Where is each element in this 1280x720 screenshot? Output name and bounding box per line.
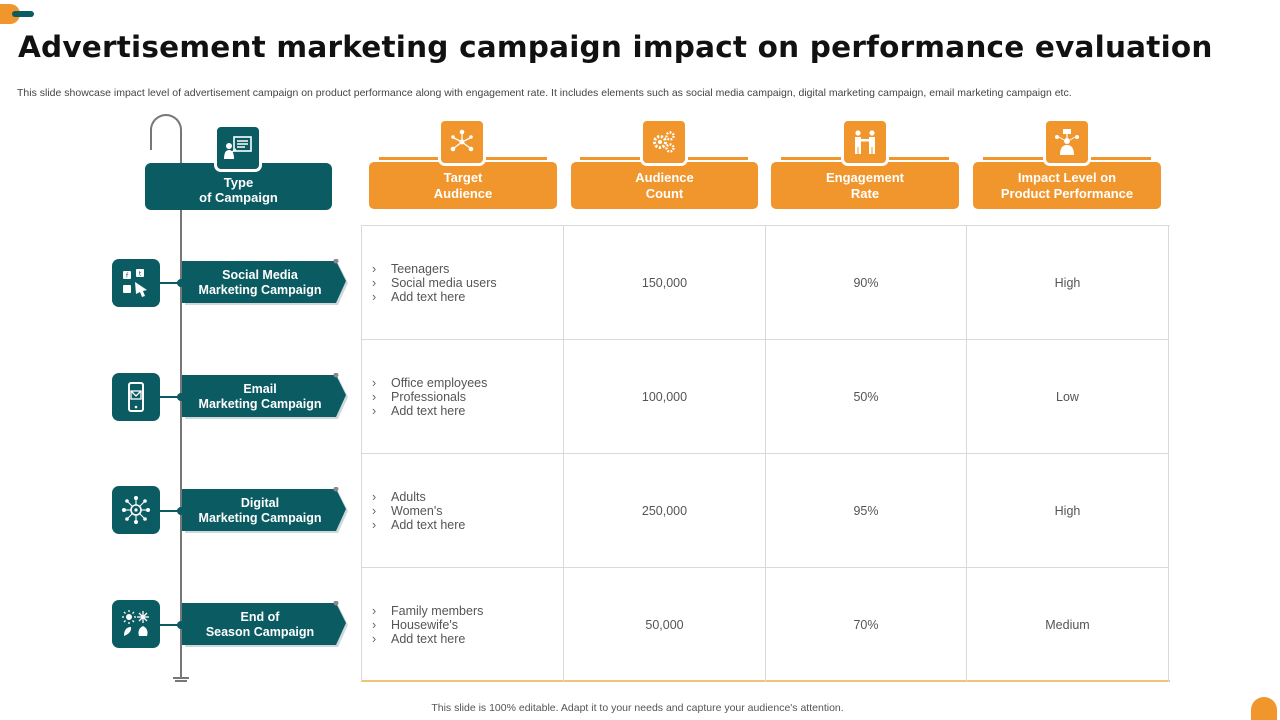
audience-item: Professionals: [372, 390, 487, 404]
audience-item: Housewife's: [372, 618, 483, 632]
footer-text: This slide is 100% editable. Adapt it to…: [431, 702, 844, 714]
corner-decoration: [0, 4, 20, 24]
svg-text:t: t: [139, 271, 142, 278]
campaign-label: Digital Marketing Campaign: [182, 489, 338, 533]
timeline-dot: [177, 507, 185, 515]
audience-count-cell: 250,000: [564, 454, 766, 568]
campaign-label-line: Marketing Campaign: [198, 397, 322, 411]
impact-level-cell: Low: [967, 340, 1169, 454]
page-subtitle: This slide showcase impact level of adve…: [17, 87, 1072, 99]
campaign-label: End of Season Campaign: [182, 603, 338, 647]
header-impact-level: Impact Level on Product Performance: [973, 162, 1161, 209]
campaign-label-line: End of: [240, 610, 280, 624]
header-line: Impact Level on: [1017, 170, 1117, 185]
campaign-table: Teenagers Social media users Add text he…: [361, 225, 1170, 682]
campaign-label: Email Marketing Campaign: [182, 375, 338, 419]
target-audience-cell: Adults Women's Add text here: [362, 454, 564, 568]
header-target-audience: Target Audience: [369, 162, 557, 209]
network-icon: [438, 118, 486, 166]
header-line: Target: [443, 170, 483, 185]
timeline-arc: [150, 114, 182, 150]
campaign-label-line: Season Campaign: [205, 625, 315, 639]
timeline-dot: [177, 279, 185, 287]
svg-text:f: f: [126, 273, 129, 280]
engagement-rate-cell: 95%: [766, 454, 967, 568]
audience-item: Teenagers: [372, 262, 497, 276]
campaign-label-line: Marketing Campaign: [198, 511, 322, 525]
target-audience-cell: Teenagers Social media users Add text he…: [362, 226, 564, 340]
impact-level-cell: Medium: [967, 568, 1169, 682]
header-line: Audience: [635, 170, 694, 185]
corner-decoration-bottom: [1251, 697, 1277, 720]
header-line: Engagement: [825, 170, 904, 185]
audience-item: Add text here: [372, 290, 497, 304]
campaign-arrow: [182, 601, 348, 647]
campaign-label: Social Media Marketing Campaign: [182, 261, 338, 305]
table-row: Adults Women's Add text here 250,000 95%…: [362, 454, 1169, 568]
table-row: Office employees Professionals Add text …: [362, 340, 1169, 454]
row-connector: [160, 396, 180, 398]
header-line: Product Performance: [1000, 186, 1134, 201]
audience-count-cell: 150,000: [564, 226, 766, 340]
gears-icon: [640, 118, 688, 166]
header-line: Count: [645, 186, 684, 201]
impact-level-cell: High: [967, 454, 1169, 568]
presentation-icon: [214, 124, 262, 172]
audience-item: Add text here: [372, 632, 483, 646]
row-connector: [160, 510, 180, 512]
engagement-rate-cell: 50%: [766, 340, 967, 454]
audience-item: Add text here: [372, 518, 465, 532]
presenter-icon: [1043, 118, 1091, 166]
header-audience-count: Audience Count: [571, 162, 758, 209]
campaign-arrow: [182, 259, 348, 305]
header-line: Audience: [433, 186, 493, 201]
timeline-end: [175, 680, 187, 682]
engagement-rate-cell: 90%: [766, 226, 967, 340]
campaign-label-line: Social Media: [222, 268, 298, 282]
mobile-email-icon: [112, 373, 160, 421]
impact-level-cell: High: [967, 226, 1169, 340]
target-audience-cell: Family members Housewife's Add text here: [362, 568, 564, 682]
header-line: Rate: [850, 186, 880, 201]
target-audience-cell: Office employees Professionals Add text …: [362, 340, 564, 454]
audience-item: Family members: [372, 604, 483, 618]
header-engagement-rate: Engagement Rate: [771, 162, 959, 209]
timeline-dot: [177, 393, 185, 401]
campaign-arrow: [182, 373, 348, 419]
campaign-arrow: [182, 487, 348, 533]
corner-decoration-bar: [12, 11, 34, 17]
table-row: Teenagers Social media users Add text he…: [362, 226, 1169, 340]
audience-item: Social media users: [372, 276, 497, 290]
row-connector: [160, 624, 180, 626]
type-of-campaign-header: Type of Campaign: [145, 163, 332, 210]
audience-item: Women's: [372, 504, 465, 518]
campaign-label-line: Email: [243, 382, 277, 396]
handshake-icon: [841, 118, 889, 166]
page-title: Advertisement marketing campaign impact …: [18, 30, 1213, 64]
engagement-rate-cell: 70%: [766, 568, 967, 682]
campaign-label-line: Marketing Campaign: [198, 283, 322, 297]
audience-item: Adults: [372, 490, 465, 504]
header-line: of Campaign: [199, 190, 278, 205]
timeline-end: [173, 677, 189, 679]
timeline-dot: [177, 621, 185, 629]
table-row: Family members Housewife's Add text here…: [362, 568, 1169, 682]
digital-network-icon: [112, 486, 160, 534]
audience-count-cell: 100,000: [564, 340, 766, 454]
timeline-line: [180, 130, 182, 678]
audience-item: Office employees: [372, 376, 487, 390]
audience-count-cell: 50,000: [564, 568, 766, 682]
social-icons-icon: f t: [112, 259, 160, 307]
campaign-label-line: Digital: [240, 496, 280, 510]
header-line: Type: [223, 175, 254, 190]
row-connector: [160, 282, 180, 284]
audience-item: Add text here: [372, 404, 487, 418]
seasons-icon: [112, 600, 160, 648]
footer-note: This slide is 100% editable. Adapt it to…: [0, 702, 1279, 714]
